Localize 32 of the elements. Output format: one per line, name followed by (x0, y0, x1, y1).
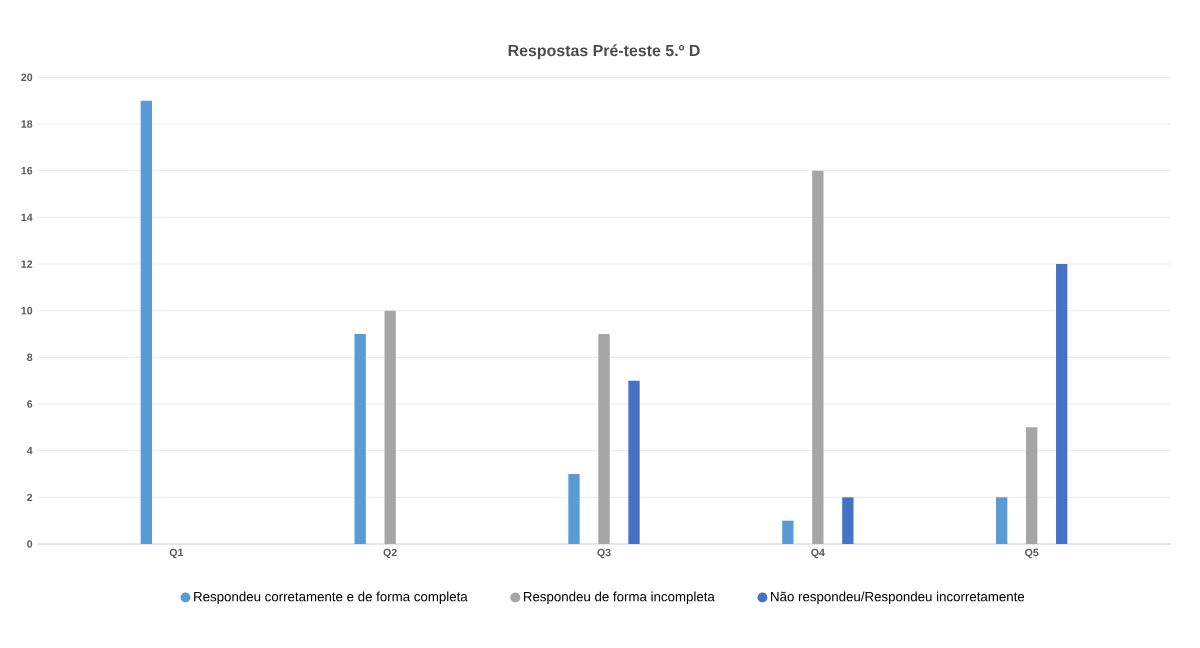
bar (996, 497, 1008, 544)
x-tick-label: Q1 (169, 548, 184, 559)
legend-label: Respondeu de forma incompleta (523, 591, 715, 604)
bar (782, 520, 794, 544)
y-tick-label: 8 (27, 353, 33, 362)
bar (598, 334, 610, 544)
y-tick-label: 20 (21, 73, 33, 82)
bar (384, 310, 396, 544)
bar (354, 334, 366, 544)
bar (812, 170, 824, 544)
bar (842, 497, 854, 544)
x-tick-label: Q5 (1025, 548, 1039, 559)
x-tick-label: Q2 (383, 548, 397, 559)
chart-title: Respostas Pré-teste 5.º D (508, 44, 700, 60)
y-tick-label: 16 (21, 166, 33, 175)
y-tick-label: 18 (21, 120, 33, 128)
x-tick-label: Q3 (597, 548, 611, 559)
bar (1026, 427, 1038, 544)
y-tick-label: 4 (26, 447, 33, 455)
y-tick-label: 14 (21, 213, 33, 221)
y-tick-label: 6 (27, 400, 33, 408)
legend-label: Respondeu corretamente e de forma completa (194, 591, 468, 604)
y-tick-label: 12 (21, 260, 33, 268)
bar (628, 380, 640, 544)
y-tick-label: 0 (27, 540, 33, 548)
x-tick-label: Q4 (811, 548, 825, 559)
bar (568, 474, 580, 544)
y-tick-label: 2 (27, 493, 33, 502)
y-tick-label: 10 (21, 306, 33, 315)
legend-label: Não respondeu/Respondeu incorretamente (771, 591, 1025, 604)
bar (1056, 263, 1068, 544)
bar (140, 100, 152, 544)
